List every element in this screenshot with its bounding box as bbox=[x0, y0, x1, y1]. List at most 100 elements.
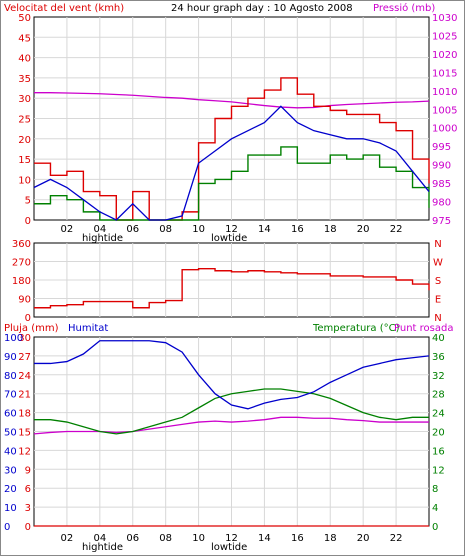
hightide-label-1: hightide bbox=[82, 233, 123, 244]
wind-tick-label: 30 bbox=[18, 94, 31, 105]
humidity-tick-label: 30 bbox=[4, 465, 17, 476]
humidity-tick-label: 40 bbox=[4, 446, 17, 457]
rain-tick-label: 21 bbox=[18, 390, 31, 401]
temp-humidity-panel: Pluja (mm) Humitat Temperatura (°C) Punt… bbox=[4, 323, 453, 553]
wind-gust-line bbox=[34, 77, 430, 221]
rain-tick-label: 15 bbox=[18, 428, 31, 439]
direction-tick-label: 180 bbox=[12, 276, 31, 287]
pressure-tick-label: 1005 bbox=[432, 105, 457, 116]
hour-tick-label: 18 bbox=[324, 533, 337, 544]
lowtide-label-2: lowtide bbox=[211, 542, 247, 553]
wind-tick-label: 50 bbox=[18, 13, 31, 24]
compass-letter: E bbox=[435, 295, 441, 306]
rain-tick-label: 6 bbox=[25, 484, 31, 495]
rain-tick-label: 24 bbox=[18, 371, 31, 382]
hour-tick-label: 12 bbox=[225, 224, 238, 235]
hour-tick-label: 04 bbox=[93, 533, 106, 544]
pressure-tick-label: 1000 bbox=[432, 124, 457, 135]
hour-tick-label: 10 bbox=[192, 533, 205, 544]
hour-tick-label: 06 bbox=[126, 224, 139, 235]
hour-tick-label: 08 bbox=[159, 224, 172, 235]
dew-axis-title: Punt rosada bbox=[394, 323, 453, 334]
rain-tick-label: 12 bbox=[18, 446, 31, 457]
hour-tick-label: 02 bbox=[61, 533, 74, 544]
temperature-tick-label: 40 bbox=[432, 333, 445, 344]
wind-low-line bbox=[34, 146, 430, 221]
hour-tick-label: 22 bbox=[390, 224, 403, 235]
wind-tick-label: 15 bbox=[18, 155, 31, 166]
pressure-tick-label: 1030 bbox=[432, 13, 457, 24]
hour-tick-label: 04 bbox=[93, 224, 106, 235]
temperature-line bbox=[34, 388, 429, 435]
wind-pressure-panel: Velocitat del vent (kmh) 24 hour graph d… bbox=[4, 2, 457, 244]
pressure-tick-label: 1020 bbox=[432, 50, 457, 61]
hightide-label-2: hightide bbox=[82, 542, 123, 553]
hour-tick-label: 14 bbox=[258, 224, 271, 235]
hour-tick-label: 06 bbox=[126, 533, 139, 544]
hour-tick-label: 16 bbox=[291, 224, 304, 235]
hour-tick-label: 22 bbox=[390, 533, 403, 544]
humidity-tick-label: 10 bbox=[4, 503, 17, 514]
wind-average-line bbox=[33, 105, 430, 221]
pressure-line bbox=[34, 92, 430, 109]
temp-axis-title: Temperatura (°C) bbox=[312, 323, 400, 334]
wind-tick-label: 45 bbox=[18, 33, 31, 44]
pressure-tick-label: 975 bbox=[432, 216, 451, 227]
rain-tick-label: 27 bbox=[18, 352, 31, 363]
wind-tick-label: 40 bbox=[18, 54, 31, 65]
wind-tick-label: 5 bbox=[25, 196, 31, 207]
humidity-tick-label: 20 bbox=[4, 484, 17, 495]
hour-tick-label: 20 bbox=[357, 224, 370, 235]
humidity-tick-label: 0 bbox=[4, 522, 10, 533]
pressure-tick-label: 1010 bbox=[432, 87, 457, 98]
humidity-tick-label: 70 bbox=[4, 390, 17, 401]
temperature-tick-label: 20 bbox=[432, 428, 445, 439]
hour-tick-label: 02 bbox=[61, 224, 74, 235]
wind-tick-label: 25 bbox=[18, 115, 31, 126]
rain-axis-title: Pluja (mm) bbox=[4, 323, 59, 334]
chart-title: 24 hour graph day : 10 Agosto 2008 bbox=[171, 3, 353, 14]
rain-tick-label: 18 bbox=[18, 409, 31, 420]
pressure-tick-label: 990 bbox=[432, 161, 451, 172]
compass-letter: N bbox=[434, 313, 441, 324]
hour-tick-label: 12 bbox=[225, 533, 238, 544]
wind-tick-label: 0 bbox=[25, 216, 31, 227]
temperature-tick-label: 28 bbox=[432, 390, 445, 401]
humidity-tick-label: 90 bbox=[4, 352, 17, 363]
humidity-axis-title: Humitat bbox=[68, 323, 108, 334]
humidity-tick-label: 50 bbox=[4, 428, 17, 439]
pressure-tick-label: 1015 bbox=[432, 68, 457, 79]
temperature-tick-label: 12 bbox=[432, 465, 445, 476]
wind-tick-label: 35 bbox=[18, 74, 31, 85]
hour-tick-label: 20 bbox=[357, 533, 370, 544]
pressure-tick-label: 985 bbox=[432, 179, 451, 190]
direction-tick-label: 90 bbox=[18, 295, 31, 306]
temperature-tick-label: 32 bbox=[432, 371, 445, 382]
hour-tick-label: 14 bbox=[258, 533, 271, 544]
wind-axis-title: Velocitat del vent (kmh) bbox=[4, 3, 124, 14]
wind-tick-label: 10 bbox=[18, 175, 31, 186]
rain-tick-label: 30 bbox=[18, 333, 31, 344]
pressure-tick-label: 980 bbox=[432, 198, 451, 209]
hour-tick-label: 10 bbox=[192, 224, 205, 235]
lowtide-label-1: lowtide bbox=[211, 233, 247, 244]
temperature-tick-label: 0 bbox=[432, 522, 438, 533]
hour-tick-label: 18 bbox=[324, 224, 337, 235]
humidity-tick-label: 60 bbox=[4, 409, 17, 420]
rain-tick-label: 0 bbox=[25, 522, 31, 533]
direction-tick-label: 360 bbox=[12, 239, 31, 250]
rain-tick-label: 3 bbox=[25, 503, 31, 514]
compass-letter: N bbox=[434, 239, 441, 250]
temperature-tick-label: 8 bbox=[432, 484, 438, 495]
hour-tick-label: 16 bbox=[291, 533, 304, 544]
direction-tick-label: 0 bbox=[25, 313, 31, 324]
temperature-tick-label: 4 bbox=[432, 503, 438, 514]
temperature-tick-label: 36 bbox=[432, 352, 445, 363]
temperature-tick-label: 24 bbox=[432, 409, 445, 420]
compass-letter: S bbox=[435, 276, 441, 287]
pressure-tick-label: 995 bbox=[432, 142, 451, 153]
temperature-tick-label: 16 bbox=[432, 446, 445, 457]
